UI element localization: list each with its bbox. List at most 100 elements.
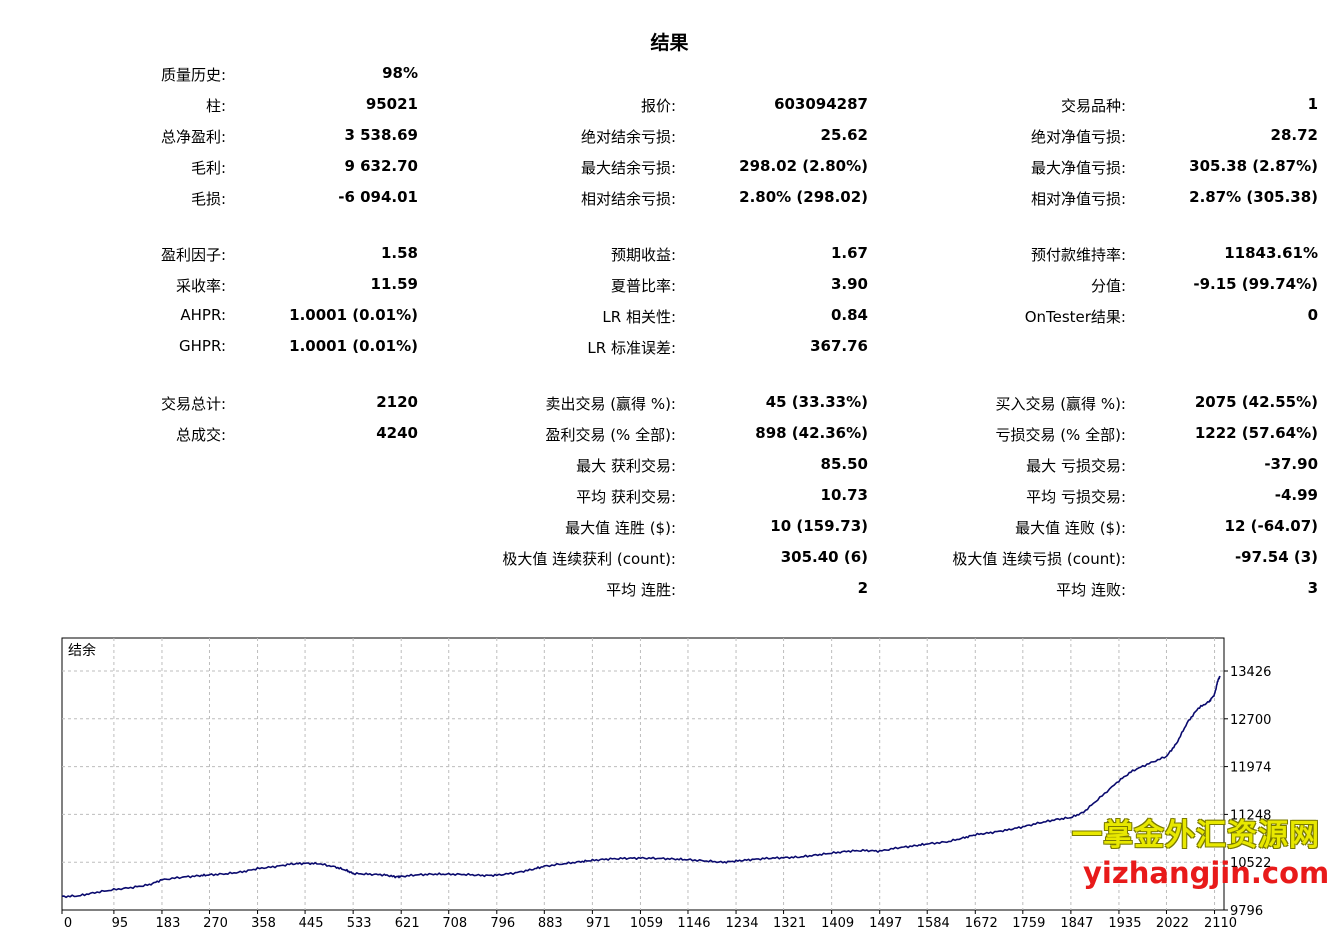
x-tick-label: 2022: [1156, 916, 1189, 931]
col3-label: 买入交易 (赢得 %):: [995, 395, 1126, 413]
col1-value: 1.58: [380, 244, 418, 262]
col2-label: 最大 获利交易:: [576, 457, 676, 475]
col3-label: 最大值 连败 ($):: [1015, 519, 1126, 537]
y-tick-label: 13426: [1230, 665, 1271, 680]
x-tick-label: 183: [156, 916, 181, 931]
col1-value: 9 632.70: [344, 157, 418, 175]
col3-label: 最大净值亏损:: [1030, 159, 1126, 177]
col2-label: 平均 获利交易:: [576, 488, 676, 506]
col1-label: 交易总计:: [160, 395, 226, 413]
col1-value: 4240: [376, 424, 418, 442]
y-tick-label: 10522: [1230, 856, 1271, 871]
x-tick-label: 445: [299, 916, 324, 931]
col2-value: 2: [857, 579, 868, 597]
col1-value: 95021: [365, 95, 418, 113]
col3-value: 11843.61%: [1224, 244, 1318, 262]
col3-value: 1222 (57.64%): [1194, 424, 1318, 442]
col2-value: 25.62: [820, 126, 868, 144]
col2-label: 报价:: [640, 97, 676, 115]
y-tick-label: 11974: [1230, 761, 1271, 776]
col3-value: 1: [1307, 95, 1318, 113]
col3-value: 305.38 (2.87%): [1189, 157, 1318, 175]
x-tick-label: 270: [203, 916, 228, 931]
x-tick-label: 1409: [821, 916, 854, 931]
col2-label: 卖出交易 (赢得 %):: [545, 395, 676, 413]
col3-label: 最大 亏损交易:: [1026, 457, 1126, 475]
y-tick-label: 12700: [1230, 713, 1271, 728]
x-tick-label: 971: [586, 916, 611, 931]
x-tick-label: 1935: [1108, 916, 1141, 931]
col2-value: 305.40 (6): [780, 548, 868, 566]
col1-label: 总成交:: [175, 426, 226, 444]
col2-label: LR 相关性:: [602, 308, 676, 326]
col2-label: 相对结余亏损:: [580, 190, 676, 208]
col1-value: 1.0001 (0.01%): [289, 306, 418, 324]
x-tick-label: 1146: [677, 916, 710, 931]
col3-label: 极大值 连续亏损 (count):: [952, 550, 1126, 568]
col3-value: 28.72: [1270, 126, 1318, 144]
x-tick-label: 1847: [1060, 916, 1093, 931]
col2-value: 2.80% (298.02): [739, 188, 868, 206]
col1-label: 毛利:: [190, 159, 226, 177]
col1-value: -6 094.01: [338, 188, 418, 206]
col2-value: 603094287: [774, 95, 868, 113]
col2-label: 极大值 连续获利 (count):: [502, 550, 676, 568]
x-tick-label: 708: [442, 916, 467, 931]
watermark-url: yizhangjin.com: [1083, 856, 1330, 890]
col3-label: 分值:: [1090, 277, 1126, 295]
page-title: 结果: [650, 32, 689, 54]
x-tick-label: 1234: [725, 916, 758, 931]
col1-label: 总净盈利:: [160, 128, 226, 146]
col1-label: AHPR:: [180, 306, 226, 324]
plot-frame: [61, 637, 1225, 911]
x-tick-label: 1059: [630, 916, 663, 931]
balance-series-line: [61, 675, 1221, 899]
col1-value: 98%: [382, 64, 418, 82]
chart-title: 结余: [68, 642, 96, 659]
col3-value: 0: [1307, 306, 1318, 324]
x-tick-label: 1497: [869, 916, 902, 931]
col3-value: -37.90: [1264, 455, 1318, 473]
col2-value: 898 (42.36%): [755, 424, 868, 442]
col2-label: 最大结余亏损:: [580, 159, 676, 177]
col3-label: 预付款维持率:: [1030, 246, 1126, 264]
col2-label: LR 标准误差:: [587, 339, 676, 357]
col2-value: 10 (159.73): [770, 517, 868, 535]
col1-label: 盈利因子:: [160, 246, 226, 264]
col2-value: 1.67: [830, 244, 868, 262]
col3-value: 2075 (42.55%): [1194, 393, 1318, 411]
col3-value: 2.87% (305.38): [1189, 188, 1318, 206]
col1-label: 采收率:: [175, 277, 226, 295]
col1-label: 柱:: [205, 97, 226, 115]
col3-label: 亏损交易 (% 全部):: [995, 426, 1126, 444]
col3-label: OnTester结果:: [1024, 308, 1126, 326]
x-tick-label: 0: [64, 916, 72, 931]
col1-value: 1.0001 (0.01%): [289, 337, 418, 355]
col3-value: 3: [1307, 579, 1318, 597]
col2-label: 盈利交易 (% 全部):: [545, 426, 676, 444]
col3-value: -9.15 (99.74%): [1193, 275, 1318, 293]
col3-label: 平均 亏损交易:: [1026, 488, 1126, 506]
watermark-cn: 一掌金外汇资源网: [1072, 818, 1320, 853]
col3-value: -97.54 (3): [1234, 548, 1318, 566]
x-tick-label: 533: [347, 916, 372, 931]
col2-value: 10.73: [820, 486, 868, 504]
col2-label: 平均 连胜:: [606, 581, 676, 599]
x-tick-label: 796: [490, 916, 515, 931]
col2-value: 0.84: [830, 306, 868, 324]
x-tick-label: 1321: [773, 916, 806, 931]
x-tick-label: 358: [251, 916, 276, 931]
col2-value: 3.90: [830, 275, 868, 293]
col2-label: 预期收益:: [610, 246, 676, 264]
col1-label: 毛损:: [190, 190, 226, 208]
x-tick-label: 1672: [965, 916, 998, 931]
x-tick-label: 621: [395, 916, 420, 931]
col3-value: 12 (-64.07): [1224, 517, 1318, 535]
x-tick-label: 883: [538, 916, 563, 931]
col1-label: 质量历史:: [160, 66, 226, 84]
col1-value: 2120: [376, 393, 418, 411]
y-tick-label: 11248: [1230, 808, 1271, 823]
col3-label: 相对净值亏损:: [1030, 190, 1126, 208]
col1-value: 11.59: [370, 275, 418, 293]
